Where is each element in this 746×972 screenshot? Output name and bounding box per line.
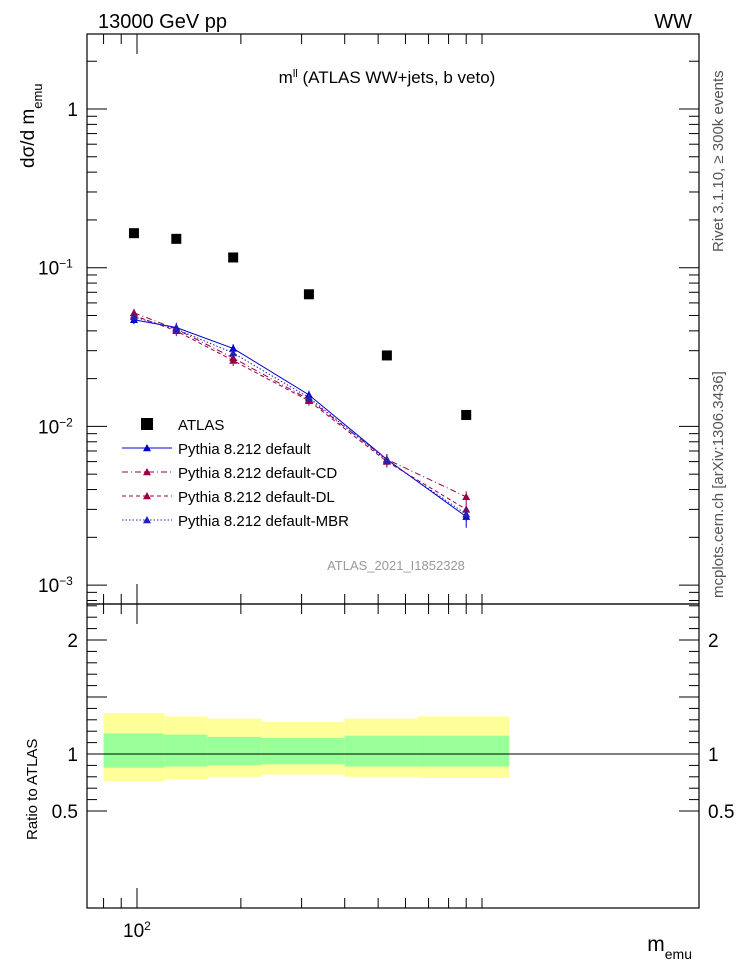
series-line <box>133 316 467 515</box>
header-left: 13000 GeV pp <box>98 11 227 33</box>
series-marker <box>462 492 471 501</box>
series-marker <box>304 393 313 401</box>
ratio-y-tick-label-right: 0.5 <box>708 802 734 823</box>
atlas-data-point <box>171 233 182 244</box>
legend-marker-atlas <box>141 418 153 430</box>
main-plot-title: mll (ATLAS WW+jets, b veto) <box>279 68 496 87</box>
atlas-data-point <box>303 289 314 300</box>
legend-label: Pythia 8.212 default-CD <box>178 465 337 482</box>
series-marker <box>229 356 238 364</box>
x-tick-label: 102 <box>123 919 151 942</box>
legend: ATLAS Pythia 8.212 default Pythia 8.212 de… <box>122 417 349 530</box>
legend-label: ATLAS <box>178 417 224 434</box>
atlas-data-point <box>381 350 392 361</box>
main-plot-ticks: 10−3 10−2 10−1 1 <box>38 34 699 604</box>
ratio-band-inner <box>261 738 345 765</box>
series-marker <box>129 312 138 321</box>
main-y-tick-label: 10−1 <box>38 257 73 280</box>
series-marker <box>229 344 238 352</box>
ratio-band-inner <box>344 735 418 767</box>
ratio-y-tick-label: 1 <box>67 745 78 766</box>
legend-marker <box>143 468 151 476</box>
legend-marker <box>143 444 151 452</box>
ratio-plot-frame <box>86 603 700 909</box>
ratio-y-tick-label: 0.5 <box>52 802 78 823</box>
main-y-tick-label: 1 <box>67 100 78 121</box>
main-y-tick-label: 10−3 <box>38 574 73 597</box>
series-line <box>133 315 467 510</box>
header-right: WW <box>654 11 692 33</box>
legend-marker <box>143 516 151 524</box>
ratio-y-tick-label-right: 2 <box>708 631 719 652</box>
ratio-band-inner <box>103 733 165 768</box>
ratio-plot-ticks: 102 0.5 0.5 1 1 2 2 <box>52 604 734 942</box>
ratio-band-inner <box>207 736 262 766</box>
atlas-data-point <box>461 409 472 420</box>
legend-label: Pythia 8.212 default-MBR <box>178 513 349 530</box>
x-axis-label: memu <box>647 933 692 962</box>
mcplots-label: mcplots.cern.ch [arXiv:1306.3436] <box>710 371 727 598</box>
series-marker <box>229 349 238 357</box>
analysis-watermark: ATLAS_2021_I1852328 <box>327 558 465 573</box>
main-y-tick-label: 10−2 <box>38 415 73 438</box>
main-y-axis-label: dσ/d memu <box>18 83 45 168</box>
ratio-bands <box>103 712 510 782</box>
ratio-band-inner <box>164 734 208 767</box>
ratio-y-tick-label-right: 1 <box>708 745 719 766</box>
atlas-data-point <box>128 228 139 239</box>
main-plot-series <box>128 228 472 528</box>
legend-label: Pythia 8.212 default <box>178 441 311 458</box>
ratio-band-inner <box>417 735 510 767</box>
rivet-version-label: Rivet 3.1.10, ≥ 300k events <box>710 70 727 252</box>
series-line <box>133 312 467 498</box>
atlas-data-point <box>228 252 239 263</box>
series-marker <box>382 456 391 464</box>
ratio-y-axis-label: Ratio to ATLAS <box>24 739 41 840</box>
ratio-y-tick-label: 2 <box>67 631 78 652</box>
series-marker <box>172 325 181 333</box>
series-marker <box>462 510 471 518</box>
legend-marker <box>143 492 151 500</box>
legend-label: Pythia 8.212 default-DL <box>178 489 335 506</box>
